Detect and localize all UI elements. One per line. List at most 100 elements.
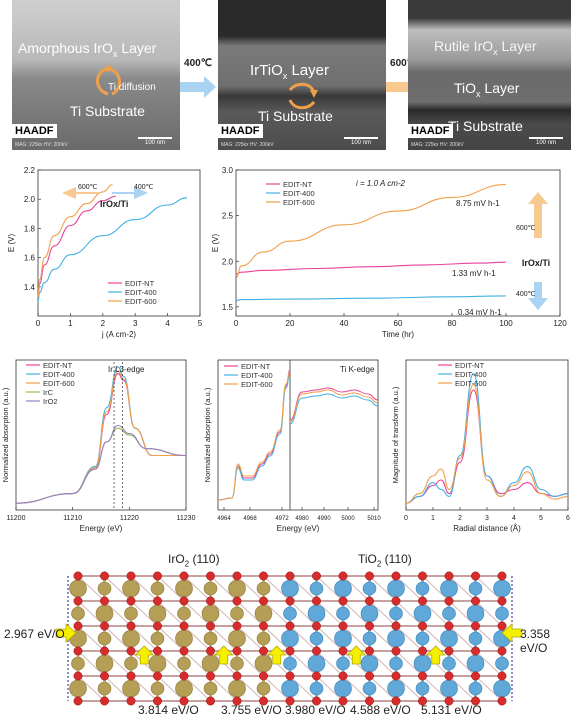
x-tick-label: 20	[286, 319, 295, 328]
oxygen-atom	[418, 621, 427, 631]
oxygen-atom	[126, 696, 136, 706]
oxygen-atom	[365, 571, 374, 581]
arrow-400-label: 400℃	[184, 58, 212, 69]
y-tick-label: 1.8	[24, 224, 36, 233]
oxygen-atom	[497, 646, 507, 656]
x-tick-label: 5	[198, 319, 203, 328]
tem3-scale-bar: 100 nm	[529, 137, 563, 146]
oxygen-atom	[312, 621, 321, 631]
series-line-pre-edit-nt	[217, 369, 291, 501]
vacancy-arrow-icon	[501, 623, 523, 643]
y-axis-label: E (V)	[211, 234, 220, 253]
iro2-label-sub: 2	[184, 559, 190, 569]
ir-atom	[228, 629, 246, 648]
legend-label: EDIT-NT	[455, 361, 485, 370]
right-energy-label: 3.358 eV/O	[520, 627, 551, 655]
plot-frame	[217, 359, 379, 511]
legend-label: EDIT-400	[455, 370, 487, 379]
vacancy-arrow-icon	[425, 645, 446, 665]
oxygen-atom	[365, 646, 374, 656]
ir-atom	[122, 679, 140, 698]
bond-diagonal	[448, 650, 476, 677]
series-line-edit-400	[235, 295, 507, 302]
ti-atom	[307, 654, 326, 673]
ir-atom	[69, 679, 87, 698]
oxygen-atom	[259, 646, 268, 656]
bond-diagonal	[210, 625, 238, 652]
oxygen-atom	[232, 596, 242, 606]
bottom-energy-1: 3.814 eV/O	[138, 703, 199, 717]
x-tick-label: 0	[36, 319, 41, 328]
tio2-label-tail: (110)	[381, 552, 412, 566]
tem2-substrate-label: Ti Substrate	[258, 108, 333, 124]
x-axis-label: Time (hr)	[382, 330, 414, 339]
oxygen-atom	[206, 571, 215, 581]
annot-600: 600℃	[78, 184, 98, 191]
oxygen-atom	[365, 671, 374, 681]
oxygen-atom	[471, 646, 480, 656]
oxygen-atom	[285, 621, 295, 631]
x-tick-label: 1	[431, 515, 435, 522]
bond-diagonal	[130, 625, 158, 652]
series-line-edit-600	[235, 184, 507, 279]
y-axis-label: Magnitude of transform (a.u.)	[391, 386, 400, 483]
ti-atom	[415, 681, 430, 696]
series-line-pre-edit-400	[217, 373, 291, 501]
ti-atom	[360, 654, 379, 673]
oxygen-atom	[338, 621, 348, 631]
x-tick-label: 5000	[341, 516, 355, 522]
bond-diagonal	[104, 600, 132, 627]
x-tick-label: 40	[340, 319, 349, 328]
ti-atom	[442, 606, 456, 621]
tem1-layer-tail: Layer	[117, 40, 157, 56]
x-tick-label: 4964	[217, 516, 231, 522]
y-tick-label: 1.5	[222, 303, 234, 312]
oxygen-atom	[418, 696, 427, 706]
bond-diagonal	[448, 600, 476, 627]
series-line-edit-400	[405, 373, 569, 504]
oxygen-atom	[179, 621, 189, 631]
oxygen-atom	[100, 646, 109, 656]
tem1-scale-bar: 100 nm	[138, 137, 172, 146]
tem1-mag: MAG: 225kx HV: 200kV	[15, 142, 68, 148]
chart-stability: 0 20 40 60 80 100 120 1.5 2.0 2.5 3.0 Time (hr) E (V…	[211, 166, 567, 339]
y-tick-label: 1.4	[24, 283, 36, 292]
ti-atom	[413, 604, 432, 623]
oxygen-atom	[391, 646, 401, 656]
tem3-mag: MAG: 225kx HV: 200kV	[411, 142, 464, 148]
ti-atom	[442, 656, 456, 671]
oxygen-atom	[126, 596, 136, 606]
oxygen-atom	[312, 696, 321, 706]
ti-atom	[468, 681, 483, 696]
x-tick-label: 11220	[120, 515, 139, 522]
ir-atom	[175, 579, 193, 598]
bond-diagonal	[369, 650, 397, 677]
bond-diagonal	[369, 575, 397, 602]
oxygen-atom	[153, 646, 162, 656]
bond-diagonal	[183, 650, 211, 677]
oxygen-atom	[391, 696, 401, 706]
ti-atom	[440, 579, 458, 598]
ti-atom	[334, 679, 352, 698]
series-line-post-edit-600	[289, 389, 379, 423]
oxygen-atom	[285, 646, 295, 656]
bond-diagonal	[448, 675, 476, 702]
oxygen-atom	[444, 571, 454, 581]
tem3-mid-text: TiO	[454, 80, 477, 96]
oxygen-atom	[497, 621, 507, 631]
bond-diagonal	[395, 675, 423, 702]
bottom-energy-4: 4.588 eV/O	[350, 703, 411, 717]
ir-atom	[95, 654, 114, 673]
oxygen-atom	[312, 646, 321, 656]
ti-atom	[362, 681, 377, 696]
oxygen-atom	[444, 696, 454, 706]
oxygen-atom	[497, 671, 507, 681]
annot-400-side: 400℃	[516, 291, 536, 298]
bond-diagonal	[263, 600, 291, 627]
oxygen-atom	[365, 596, 374, 606]
x-tick-label: 100	[499, 319, 513, 328]
iro2-label-tail: (110)	[189, 552, 220, 566]
bond-diagonal	[316, 675, 344, 702]
oxygen-atom	[444, 596, 454, 606]
bond-diagonal	[316, 625, 344, 652]
